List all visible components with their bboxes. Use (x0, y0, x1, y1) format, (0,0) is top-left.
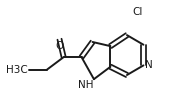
Text: H3C: H3C (6, 65, 28, 75)
Text: Cl: Cl (132, 7, 143, 17)
Text: NH: NH (78, 80, 93, 90)
Text: O: O (55, 41, 64, 51)
Text: N: N (145, 60, 153, 70)
